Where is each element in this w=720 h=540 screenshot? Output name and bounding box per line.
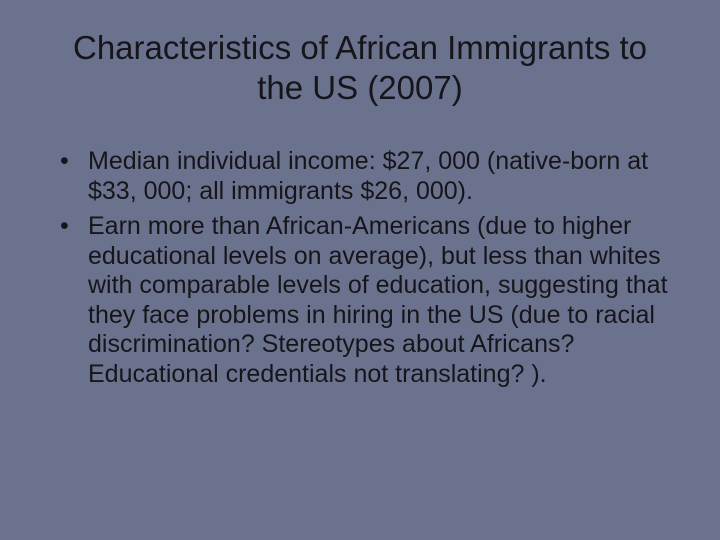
- slide-title: Characteristics of African Immigrants to…: [60, 28, 660, 107]
- bullet-list: Median individual income: $27, 000 (nati…: [48, 147, 672, 389]
- slide: Characteristics of African Immigrants to…: [0, 0, 720, 540]
- list-item: Median individual income: $27, 000 (nati…: [60, 147, 672, 206]
- list-item: Earn more than African-Americans (due to…: [60, 212, 672, 389]
